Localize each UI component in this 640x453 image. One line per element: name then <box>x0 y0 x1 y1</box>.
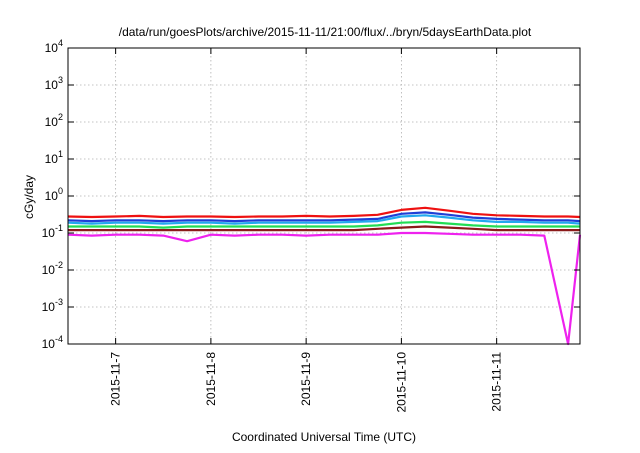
x-tick-label: 2015-11-9 <box>299 352 313 406</box>
y-tick-label-exponent: -2 <box>55 260 63 270</box>
x-tick-label: 2015-11-10 <box>394 352 408 413</box>
y-tick-label: 10-3 <box>42 297 63 314</box>
x-tick-label: 2015-11-7 <box>109 352 123 406</box>
y-tick-label: 10-2 <box>42 260 63 277</box>
y-tick-label-base: 10 <box>45 152 59 166</box>
y-axis-label: cGy/day <box>22 175 36 219</box>
y-tick-label: 10-4 <box>42 334 63 351</box>
y-tick-label-base: 10 <box>45 115 59 129</box>
series-line <box>67 214 581 225</box>
y-tick-label-base: 10 <box>45 41 59 55</box>
y-tick-label-exponent: 2 <box>58 112 63 122</box>
chart-title: /data/run/goesPlots/archive/2015-11-11/2… <box>119 25 532 39</box>
y-tick-label-base: 10 <box>42 226 56 240</box>
grid <box>68 48 580 344</box>
y-tick-label: 101 <box>45 149 63 166</box>
y-tick-label-exponent: 0 <box>58 186 63 196</box>
series-group <box>67 206 582 346</box>
axis-ticks: 10-410-310-210-11001011021031042015-11-7… <box>42 38 580 413</box>
x-tick-label: 2015-11-11 <box>490 352 504 412</box>
y-tick-label-exponent: -4 <box>55 334 63 344</box>
y-tick-label: 10-1 <box>42 223 63 240</box>
series-line <box>67 211 581 223</box>
series-line <box>67 206 581 219</box>
y-tick-label-exponent: -3 <box>55 297 63 307</box>
x-axis-label: Coordinated Universal Time (UTC) <box>232 430 416 444</box>
y-tick-label-base: 10 <box>45 78 59 92</box>
y-tick-label-base: 10 <box>42 337 56 351</box>
x-tick-label: 2015-11-8 <box>204 352 218 406</box>
series-line <box>68 225 580 232</box>
series-line <box>68 220 580 229</box>
y-tick-label-base: 10 <box>42 263 56 277</box>
y-tick-label-exponent: 4 <box>58 38 63 48</box>
y-tick-label-base: 10 <box>42 300 56 314</box>
y-tick-label-exponent: 1 <box>58 149 63 159</box>
y-tick-label: 102 <box>45 112 63 129</box>
series-line <box>67 231 582 346</box>
y-tick-label-base: 10 <box>45 189 59 203</box>
y-tick-label: 104 <box>45 38 63 55</box>
y-tick-label: 103 <box>45 75 63 92</box>
y-tick-label: 100 <box>45 186 63 203</box>
y-tick-label-exponent: 3 <box>58 75 63 85</box>
y-tick-label-exponent: -1 <box>55 223 63 233</box>
